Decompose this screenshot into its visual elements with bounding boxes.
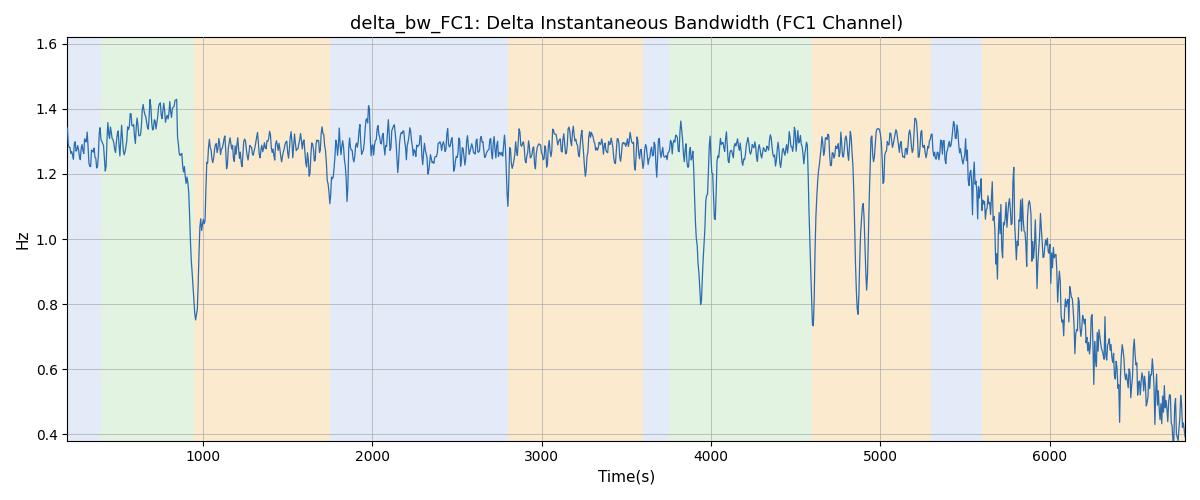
Bar (812, 38, 931, 440)
Bar (67, 38, 101, 440)
Y-axis label: Hz: Hz (16, 230, 30, 249)
Title: delta_bw_FC1: Delta Instantaneous Bandwidth (FC1 Channel): delta_bw_FC1: Delta Instantaneous Bandwi… (349, 15, 902, 34)
Bar (982, 38, 1186, 440)
Bar (101, 38, 194, 440)
Bar (508, 38, 643, 440)
Bar (668, 38, 812, 440)
Bar (194, 38, 330, 440)
Bar (643, 38, 668, 440)
X-axis label: Time(s): Time(s) (598, 470, 655, 485)
Bar (330, 38, 508, 440)
Bar (931, 38, 982, 440)
